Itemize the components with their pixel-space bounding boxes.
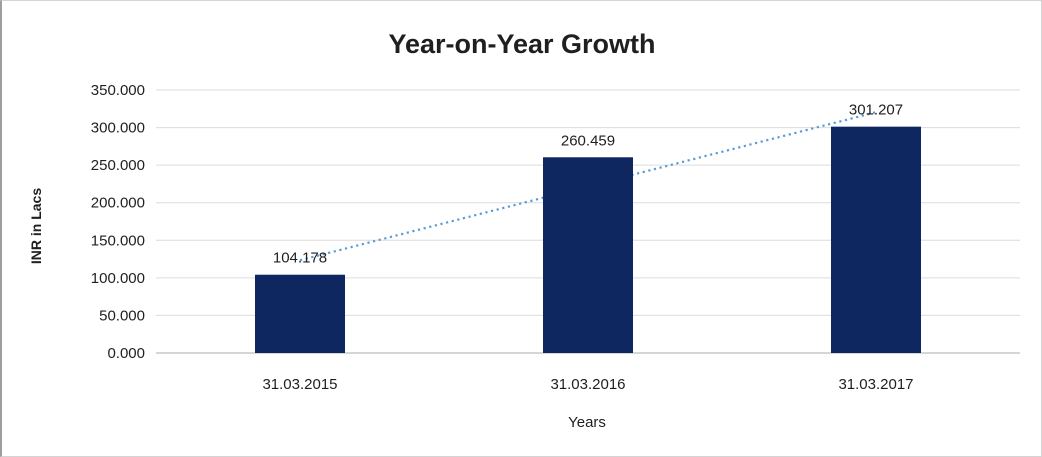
data-label: 260.459: [561, 132, 615, 149]
y-tick-label: 50.000: [99, 307, 145, 324]
x-axis-title: Years: [568, 414, 606, 431]
x-category-label: 31.03.2016: [550, 376, 625, 393]
y-tick-label: 250.000: [91, 157, 145, 174]
y-tick-label: 300.000: [91, 120, 145, 137]
y-tick-label: 0.000: [107, 345, 145, 362]
chart-title: Year-on-Year Growth: [388, 29, 655, 59]
x-category-label: 31.03.2017: [838, 376, 913, 393]
y-tick-label: 100.000: [91, 270, 145, 287]
y-axis-title: INR in Lacs: [28, 188, 44, 264]
y-tick-label: 350.000: [91, 82, 145, 99]
bar-31.03.2015: [255, 274, 345, 353]
labels: 0.000 50.000 100.000 150.000 200.000 250.000 3…: [91, 82, 914, 393]
bar-31.03.2017: [831, 126, 921, 353]
x-category-label: 31.03.2015: [262, 376, 337, 393]
bar-31.03.2016: [543, 157, 633, 353]
data-label: 301.207: [849, 102, 903, 119]
y-tick-label: 150.000: [91, 232, 145, 249]
y-tick-label: 200.000: [91, 195, 145, 212]
data-label: 104.178: [273, 250, 327, 267]
bars: [255, 126, 921, 353]
